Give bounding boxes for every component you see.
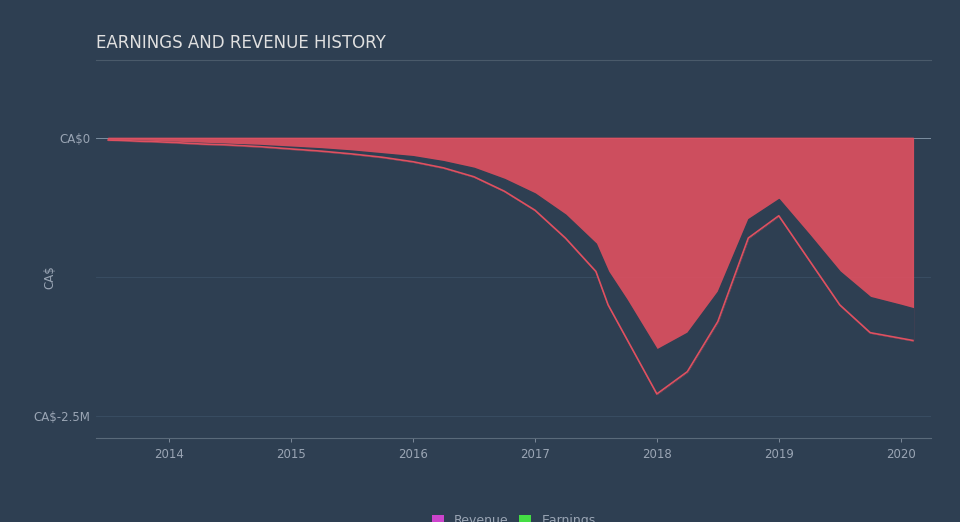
Text: CA$: CA$ bbox=[43, 265, 57, 289]
Legend: Revenue, Earnings: Revenue, Earnings bbox=[426, 509, 601, 522]
Text: EARNINGS AND REVENUE HISTORY: EARNINGS AND REVENUE HISTORY bbox=[96, 34, 386, 52]
